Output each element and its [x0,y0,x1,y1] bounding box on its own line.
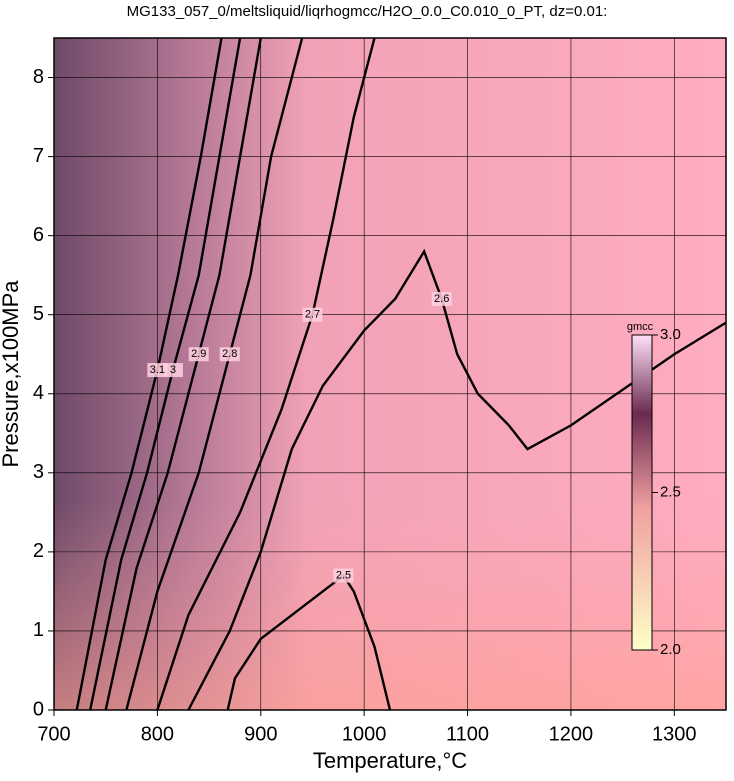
contour-label-bg [219,347,240,362]
x-tick-label: 900 [244,723,277,745]
x-axis-label: Temperature,°C [313,748,467,773]
x-tick-label: 1200 [549,723,594,745]
y-tick-label: 2 [33,540,44,562]
chart-title: MG133_057_0/meltsliquid/liqrhogmcc/H2O_0… [127,3,608,20]
y-tick-label: 0 [33,698,44,720]
contour-label-bg [431,291,452,306]
contour-label: 2.8 [222,348,237,360]
field-shade [54,500,726,710]
y-tick-label: 5 [33,303,44,325]
y-tick-label: 4 [33,382,44,404]
contour-line [156,37,376,711]
contour-label: 3.1 [150,364,165,376]
y-tick-label: 3 [33,461,44,483]
contour-label: 2.7 [305,309,320,321]
colorbar-label: gmcc [627,321,654,333]
x-tick-label: 1100 [446,723,489,745]
contour-label: 3 [170,364,176,376]
x-tick-label: 800 [141,723,174,745]
y-tick-label: 1 [33,619,44,641]
y-tick-label: 7 [33,145,44,167]
x-tick-label: 1000 [342,723,387,745]
contour-label-bg [333,568,354,583]
contour-label-bg [162,363,183,378]
y-tick-label: 8 [33,66,44,88]
x-tick-label: 1300 [652,723,697,745]
colorbar-tick-label: 2.0 [660,641,681,658]
frame [53,37,727,711]
contour-line [187,248,727,711]
y-tick-label: 6 [33,224,44,246]
contour-line [226,573,392,711]
colorbar-tick-label: 3.0 [660,326,681,343]
colorbar-tick-label: 2.5 [660,483,681,500]
contour-label-bg [188,347,209,362]
y-axis-label: Pressure,x100MPa [0,280,23,468]
contour-label: 2.9 [191,348,206,360]
contour-label-bg [302,307,323,322]
contour-label: 2.6 [434,293,449,305]
contour-label-bg [147,363,168,378]
contour-label: 2.5 [336,570,351,582]
x-tick-label: 700 [37,723,70,745]
colorbar [631,334,653,651]
